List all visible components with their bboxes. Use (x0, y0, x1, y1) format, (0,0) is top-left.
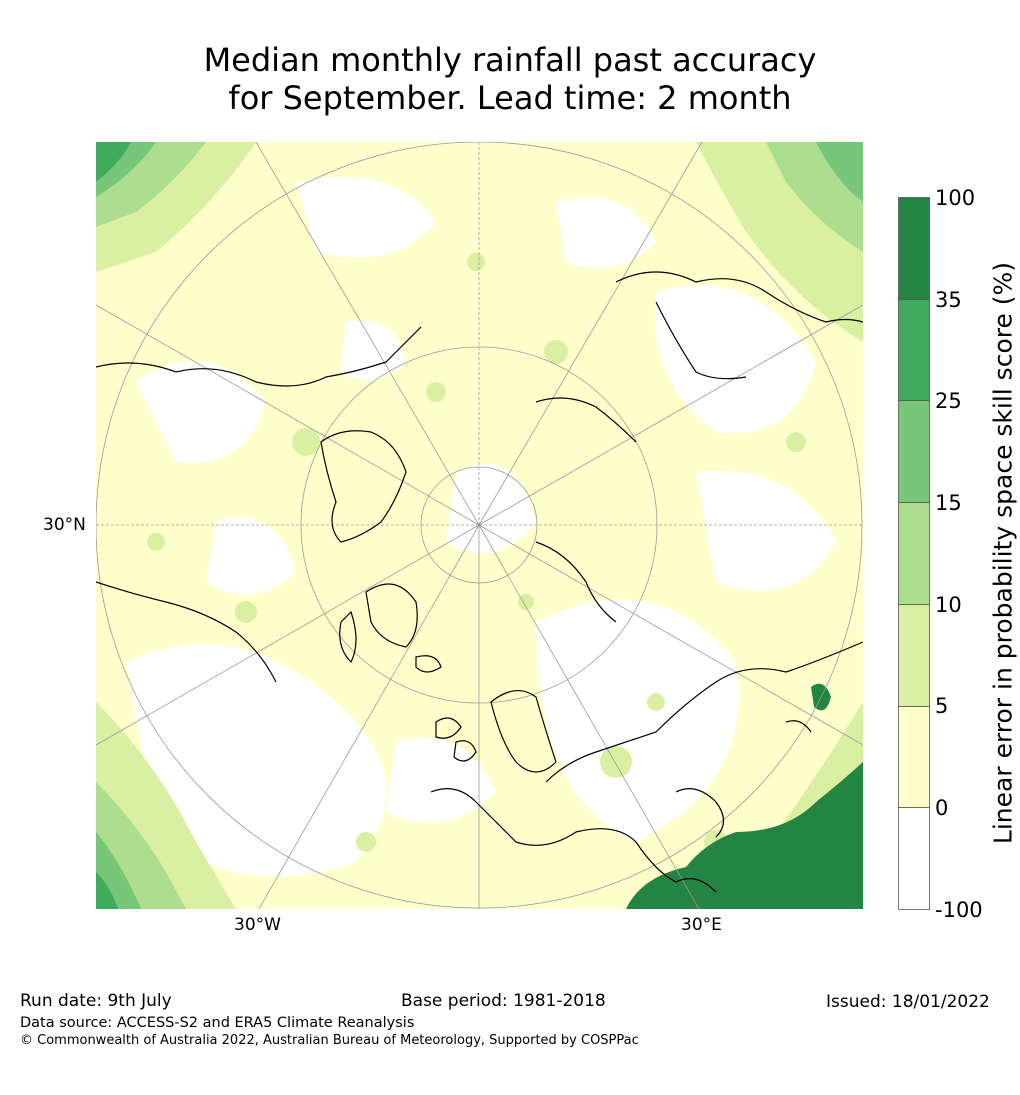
colorbar-label: Linear error in probability space skill … (988, 261, 1018, 845)
colorbar-bin-neg100-0 (898, 807, 930, 910)
colorbar-tick-100: 100 (935, 186, 976, 210)
graticule (96, 142, 863, 909)
colorbar-tick-35: 35 (935, 288, 962, 312)
skill-score-map (96, 142, 863, 909)
high-skill-regions (96, 142, 131, 909)
run-date: Run date: 9th July (20, 991, 172, 1011)
map-title-line-1: Median monthly rainfall past accuracy (203, 41, 817, 79)
colorbar-bin-10-15 (898, 502, 930, 605)
colorbar-bin-5-10 (898, 604, 930, 707)
colorbar-bin-25-35 (898, 299, 930, 401)
colorbar-bin-0-5 (898, 706, 930, 808)
colorbar-tick-15: 15 (935, 491, 962, 515)
colorbar (898, 197, 930, 910)
coastlines (96, 271, 863, 893)
colorbar-bin-15-25 (898, 400, 930, 503)
colorbar-bin-35-100 (898, 197, 930, 300)
colorbar-tick-10: 10 (935, 593, 962, 617)
colorbar-tick-neg100: -100 (935, 898, 983, 922)
colorbar-tick-5: 5 (935, 694, 949, 718)
good-skill-regions (96, 142, 863, 909)
colorbar-tick-25: 25 (935, 389, 962, 413)
copyright-notice: © Commonwealth of Australia 2022, Austra… (20, 1033, 639, 1048)
base-period: Base period: 1981-2018 (401, 991, 606, 1011)
map-title-line-2: for September. Lead time: 2 month (228, 79, 792, 117)
latitude-label-30n: 30°N (43, 515, 86, 535)
issued-date: Issued: 18/01/2022 (826, 992, 990, 1012)
data-source: Data source: ACCESS-S2 and ERA5 Climate … (20, 1015, 415, 1031)
longitude-label-30e: 30°E (681, 915, 722, 935)
longitude-label-30w: 30°W (234, 915, 281, 935)
colorbar-tick-0: 0 (935, 796, 949, 820)
